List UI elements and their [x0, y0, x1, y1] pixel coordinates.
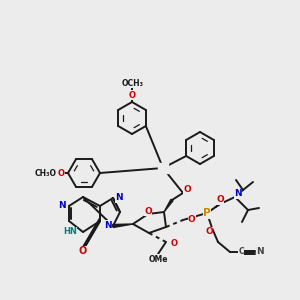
- Polygon shape: [113, 224, 133, 227]
- Text: O: O: [188, 215, 196, 224]
- Text: N: N: [234, 190, 242, 199]
- Text: O: O: [216, 196, 224, 205]
- Text: O: O: [79, 246, 87, 256]
- Text: N: N: [58, 202, 66, 211]
- Text: O: O: [128, 91, 136, 100]
- Text: N: N: [104, 220, 112, 230]
- Text: N: N: [115, 194, 123, 202]
- Text: N: N: [256, 248, 264, 256]
- Text: CH₃O: CH₃O: [35, 169, 57, 178]
- Text: HN: HN: [63, 227, 77, 236]
- Text: O: O: [58, 169, 64, 178]
- Text: O: O: [171, 238, 178, 247]
- Polygon shape: [164, 199, 173, 212]
- Text: P: P: [203, 208, 211, 218]
- Text: O: O: [144, 206, 152, 215]
- Text: O: O: [183, 185, 191, 194]
- Text: C: C: [238, 247, 244, 256]
- Text: OMe: OMe: [148, 254, 168, 263]
- Bar: [158, 163, 168, 173]
- Text: OCH₃: OCH₃: [122, 79, 144, 88]
- Text: O: O: [205, 227, 213, 236]
